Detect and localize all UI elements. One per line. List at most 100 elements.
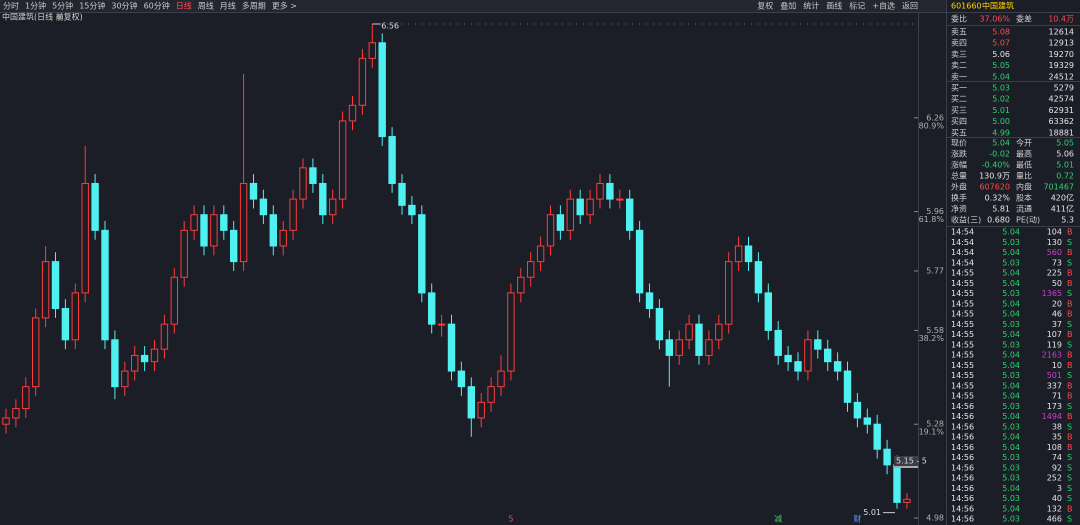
high-label: 6.56 — [381, 22, 399, 31]
trade-time: 14:55 — [951, 392, 974, 401]
candle-body — [517, 276, 525, 294]
trade-side: B — [1067, 330, 1073, 339]
row-label: 今开 — [1016, 138, 1032, 148]
candle-body — [665, 339, 673, 356]
trade-price: 5.04 — [1002, 228, 1020, 237]
settings-icon[interactable] — [57, 14, 63, 20]
candle-body — [170, 276, 179, 325]
trade-time: 14:56 — [951, 443, 974, 452]
trade-time: 14:56 — [951, 463, 974, 472]
toolbar-button[interactable]: 画线 — [826, 1, 842, 11]
toolbar-tab[interactable]: 多周期 — [242, 1, 266, 11]
row-label: 量比 — [1016, 171, 1032, 181]
event-marker[interactable]: 减 — [774, 514, 782, 524]
candle-body — [378, 42, 386, 138]
trade-side: S — [1067, 422, 1072, 431]
book-volume: 12913 — [1049, 39, 1074, 48]
trade-volume: 252 — [1047, 474, 1062, 483]
book-label: 买四 — [951, 117, 967, 126]
toolbar-tab[interactable]: 更多 > — [272, 1, 297, 11]
candle-body — [101, 229, 109, 341]
trade-side: B — [1067, 310, 1073, 319]
candle-body — [329, 198, 337, 216]
trade-time: 14:56 — [951, 484, 974, 493]
toolbar-tab[interactable]: 日线 — [176, 1, 192, 11]
book-label: 卖三 — [951, 50, 967, 59]
toolbar-button[interactable]: +自选 — [872, 1, 895, 11]
row-label: 现价 — [951, 139, 967, 148]
row-value: 607620 — [979, 183, 1010, 192]
trade-time: 14:56 — [951, 412, 974, 421]
toolbar-tab[interactable]: 60分钟 — [144, 1, 170, 11]
trade-time: 14:56 — [951, 402, 974, 411]
toolbar-button[interactable]: 标记 — [849, 1, 865, 11]
book-volume: 5279 — [1054, 84, 1074, 93]
row-value: 701467 — [1043, 183, 1074, 192]
candle-body — [784, 354, 792, 363]
toolbar-tab[interactable]: 1分钟 — [25, 1, 46, 11]
trade-time: 14:55 — [951, 279, 974, 288]
candle-body — [269, 214, 278, 247]
book-volume: 42574 — [1049, 95, 1074, 104]
trade-side: B — [1067, 269, 1073, 278]
candle-body — [51, 261, 60, 310]
candle-body — [497, 370, 505, 388]
book-volume: 19270 — [1049, 50, 1074, 59]
row-value: 10.4万 — [1048, 15, 1074, 24]
candle-body — [91, 182, 99, 231]
candle-body — [487, 386, 495, 403]
candle-body — [289, 198, 297, 231]
candle-body — [814, 339, 822, 350]
candle-body — [230, 229, 238, 263]
y-tick-label: 4.98 — [926, 514, 944, 523]
row-label: 股本 — [1016, 193, 1032, 203]
trade-side: S — [1067, 474, 1072, 483]
candle-body — [41, 261, 50, 319]
trade-volume: 1494 — [1042, 412, 1062, 421]
candle-body — [645, 292, 654, 310]
event-marker[interactable]: 财 — [853, 514, 861, 524]
candle-body — [428, 292, 436, 325]
stock-name: 中国建筑 — [982, 1, 1014, 11]
trade-price: 5.03 — [1002, 258, 1020, 267]
trade-price: 5.04 — [1002, 504, 1020, 513]
trade-side: S — [1067, 453, 1072, 462]
toolbar-tab[interactable]: 15分钟 — [79, 1, 105, 11]
trade-volume: 40 — [1052, 494, 1062, 503]
toolbar-button[interactable]: 统计 — [803, 1, 819, 11]
trade-side: B — [1067, 381, 1073, 390]
row-value: 0.32% — [985, 194, 1011, 203]
trade-price: 5.03 — [1002, 494, 1020, 503]
toolbar-tab[interactable]: 5分钟 — [52, 1, 73, 11]
trade-price: 5.03 — [1002, 402, 1020, 411]
trade-price: 5.04 — [1002, 310, 1020, 319]
trade-volume: 73 — [1052, 258, 1062, 267]
toolbar-tab[interactable]: 周线 — [198, 1, 214, 11]
fib-label: 38.2% — [919, 334, 945, 343]
event-marker[interactable]: 5 — [508, 515, 513, 524]
candle-body — [675, 339, 683, 356]
toolbar-tab[interactable]: 月线 — [220, 1, 236, 11]
toolbar-tab[interactable]: 分时 — [3, 1, 19, 11]
trade-time: 14:54 — [951, 238, 974, 247]
book-price: 5.03 — [992, 84, 1010, 93]
book-label: 卖一 — [951, 72, 967, 81]
toolbar-button[interactable]: 返回 — [902, 2, 918, 11]
y-tick-label: 5.28 — [926, 420, 944, 429]
toolbar-button[interactable]: 复权 — [757, 1, 773, 11]
trade-volume: 132 — [1047, 504, 1062, 513]
toolbar-tab[interactable]: 30分钟 — [111, 1, 137, 11]
book-price: 5.01 — [992, 106, 1010, 115]
candle-body — [695, 323, 703, 356]
candle-body — [705, 339, 713, 356]
trade-side: B — [1067, 504, 1073, 513]
book-label: 卖五 — [951, 28, 967, 37]
trade-price: 5.03 — [1002, 289, 1020, 298]
candle-body — [239, 182, 248, 263]
candle-body — [546, 214, 555, 247]
trade-time: 14:56 — [951, 494, 974, 503]
fib-label: 61.8% — [919, 215, 945, 224]
toolbar-button[interactable]: 叠加 — [780, 1, 796, 11]
trade-side: S — [1067, 484, 1072, 493]
